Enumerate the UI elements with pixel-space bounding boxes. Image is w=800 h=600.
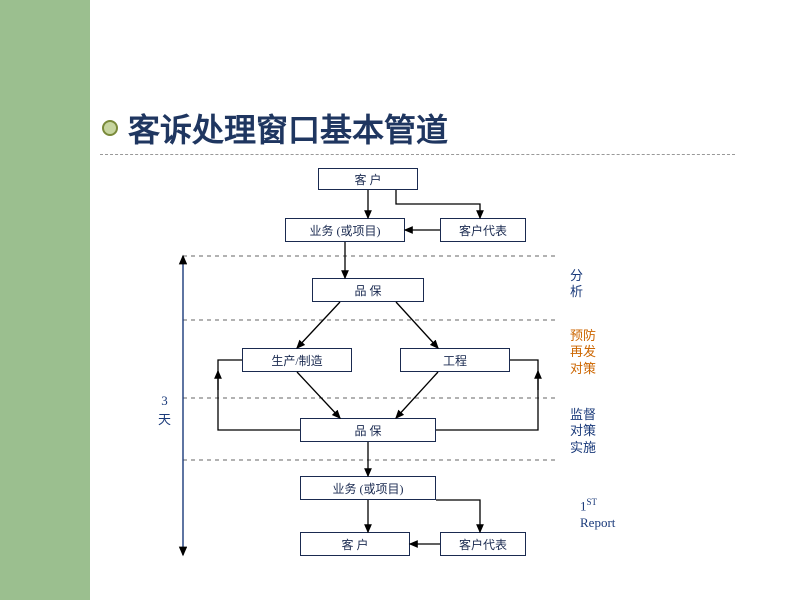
node-eng: 工程 (400, 348, 510, 372)
node-mfg: 生产/制造 (242, 348, 352, 372)
left-label-3days: 3天 (158, 393, 171, 428)
node-qa-bottom: 品 保 (300, 418, 436, 442)
left-sidebar (0, 0, 90, 600)
title-underline (100, 154, 735, 155)
annotation-prevention: 预防再发对策 (570, 328, 596, 377)
title-bullet (102, 120, 118, 136)
node-business-bottom: 业务 (或项目) (300, 476, 436, 500)
node-customer-top: 客 户 (318, 168, 418, 190)
annotation-supervision: 监督对策实施 (570, 407, 596, 456)
node-qa-top: 品 保 (312, 278, 424, 302)
page-title: 客诉处理窗口基本管道 (128, 105, 448, 151)
annotation-report: 1STReport (580, 497, 615, 531)
node-business-top: 业务 (或项目) (285, 218, 405, 242)
node-customer-bottom: 客 户 (300, 532, 410, 556)
annotation-analysis: 分析 (570, 268, 583, 301)
node-cust-rep-bottom: 客户代表 (440, 532, 526, 556)
node-cust-rep-top: 客户代表 (440, 218, 526, 242)
